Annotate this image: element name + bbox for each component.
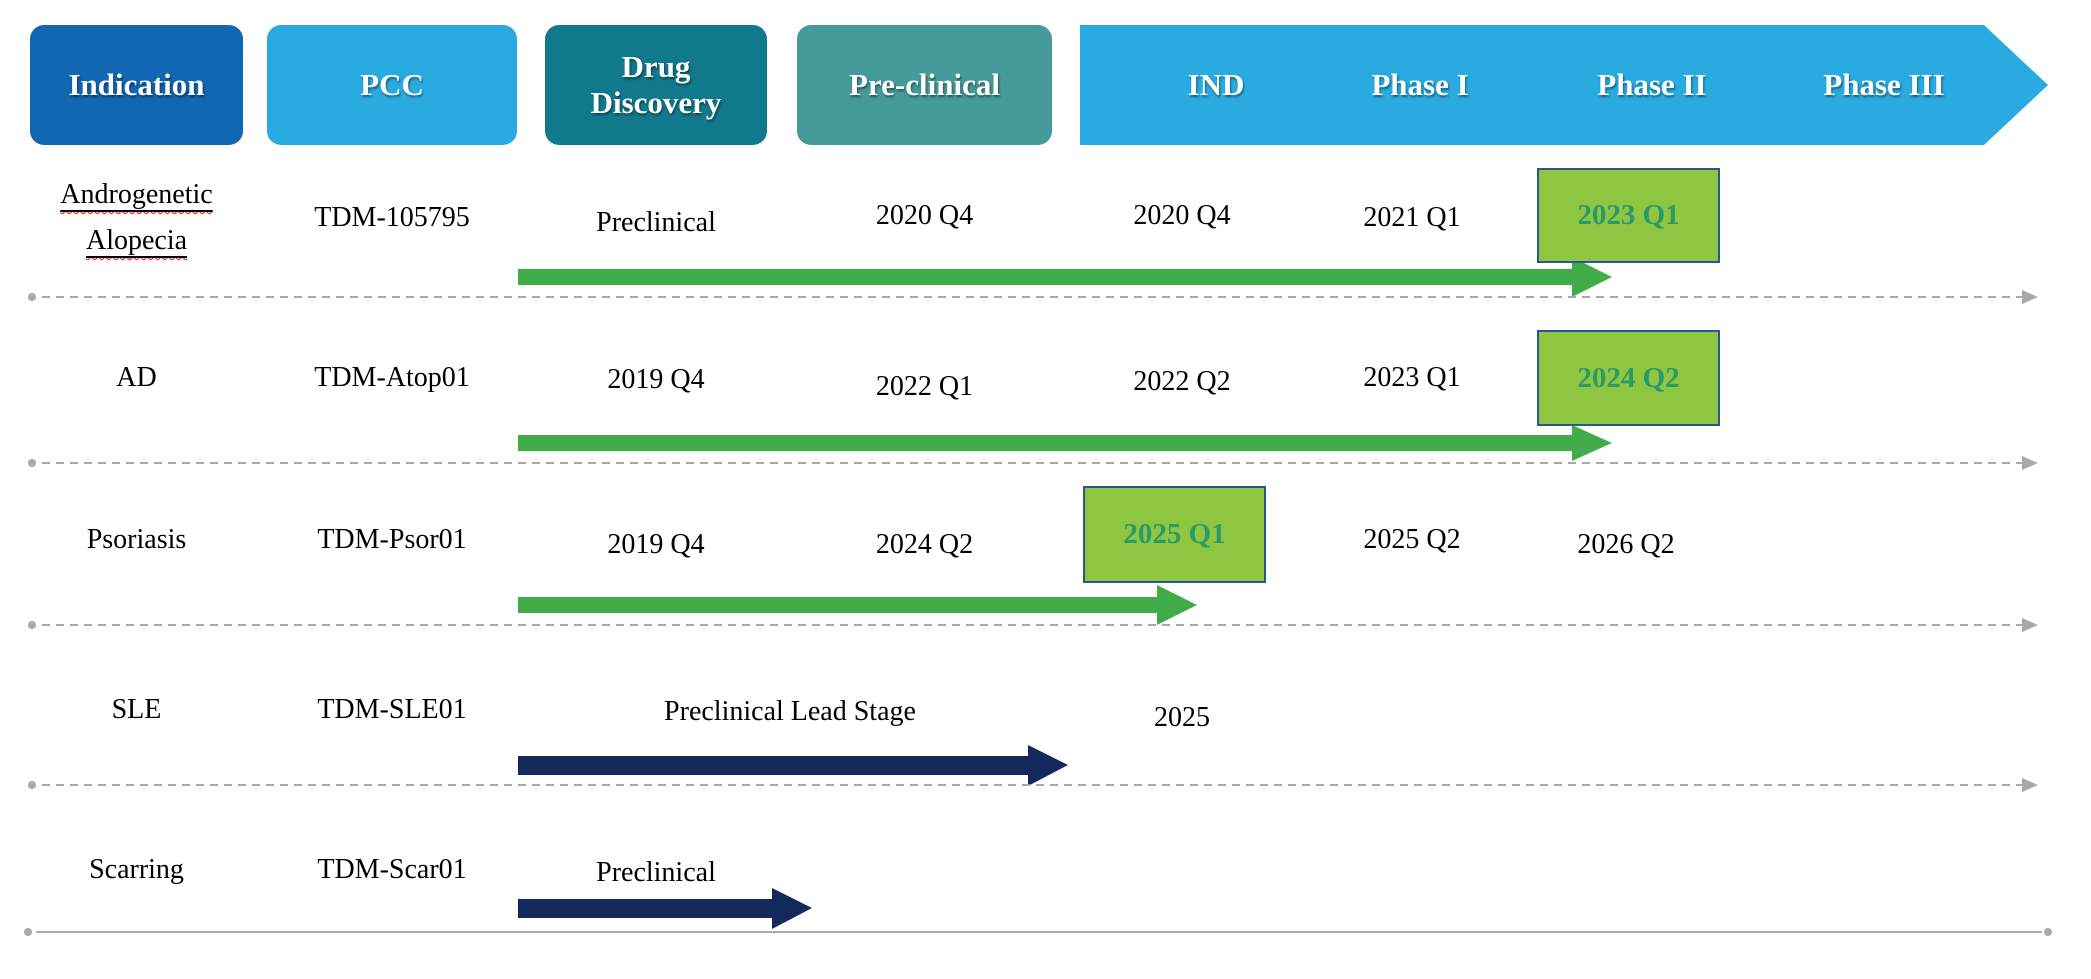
row2-pre-clinical: 2022 Q1 <box>875 371 974 402</box>
row1-indication-text: Androgenetic Alopecia <box>60 179 213 256</box>
row3-phase2: 2026 Q2 <box>1577 529 1675 560</box>
row1-pre-clinical: 2020 Q4 <box>875 200 974 231</box>
header-label-drug-discovery: Drug Discovery <box>590 49 722 120</box>
row3-pre-clinical: 2024 Q2 <box>875 529 974 560</box>
row2-phase2-highlight-box: 2024 Q2 <box>1537 330 1720 426</box>
header-box-pre-clinical: Pre-clinical <box>797 25 1052 145</box>
row3-indication: Psoriasis <box>86 524 187 555</box>
row2-indication: AD <box>116 362 157 393</box>
timeline-arrow-row4-head <box>1028 745 1068 786</box>
row4-separator-arrow <box>2022 778 2038 792</box>
row4-indication: SLE <box>111 694 162 725</box>
row2-ind: 2022 Q2 <box>1133 366 1231 397</box>
row2-pcc: TDM-Atop01 <box>314 362 470 393</box>
row2-drug-discovery: 2019 Q4 <box>607 364 705 395</box>
chevron-phase3 <box>1746 25 2048 145</box>
row1-phase2-highlight-box: 2023 Q1 <box>1537 168 1720 263</box>
row1-separator-dot <box>28 293 36 301</box>
row5-indication: Scarring <box>89 854 184 885</box>
row3-phase1: 2025 Q2 <box>1363 524 1461 555</box>
row2-phase1: 2023 Q1 <box>1363 362 1461 393</box>
row3-separator-dot <box>28 621 36 629</box>
timeline-arrow-row2-bar <box>518 435 1576 451</box>
row1-drug-discovery: Preclinical <box>596 207 716 238</box>
row1-pcc: TDM-105795 <box>314 202 470 233</box>
header-label-pcc: PCC <box>360 67 424 103</box>
header-box-indication: Indication <box>30 25 243 145</box>
row1-phase1: 2021 Q1 <box>1363 202 1461 233</box>
chevron-phase1 <box>1282 25 1584 145</box>
row3-drug-discovery: 2019 Q4 <box>607 529 705 560</box>
bottom-line-left-dot <box>24 928 32 936</box>
header-box-drug-discovery: Drug Discovery <box>545 25 767 145</box>
row3-pcc: TDM-Psor01 <box>317 524 467 555</box>
timeline-arrow-row3-bar <box>518 597 1159 613</box>
row4-stage-note: Preclinical Lead Stage <box>664 696 916 727</box>
timeline-arrow-row3-head <box>1157 585 1197 625</box>
row4-pcc: TDM-SLE01 <box>317 694 467 725</box>
row2-separator-arrow <box>2022 456 2038 470</box>
row1-separator-arrow <box>2022 290 2038 304</box>
row3-separator-arrow <box>2022 618 2038 632</box>
header-label-indication: Indication <box>68 67 205 103</box>
row1-ind: 2020 Q4 <box>1133 200 1231 231</box>
timeline-arrow-row4-bar <box>518 756 1030 775</box>
bottom-line-right-dot <box>2044 928 2052 936</box>
row5-drug-discovery: Preclinical <box>596 857 716 888</box>
row4-separator-dot <box>28 781 36 789</box>
row1-phase2-highlight-text: 2023 Q1 <box>1577 199 1680 231</box>
row1-indication: Androgenetic Alopecia <box>30 172 243 264</box>
spellcheck-underline: Androgenetic Alopecia <box>60 179 212 256</box>
row2-separator-dot <box>28 459 36 467</box>
header-label-pre-clinical: Pre-clinical <box>849 67 1000 103</box>
timeline-arrow-row1-head <box>1572 257 1612 297</box>
timeline-arrow-row5-bar <box>518 899 774 918</box>
timeline-arrow-row5-head <box>772 888 812 929</box>
row5-pcc: TDM-Scar01 <box>317 854 467 885</box>
row3-ind-highlight-box: 2025 Q1 <box>1083 486 1266 583</box>
row2-phase2-highlight-text: 2024 Q2 <box>1577 361 1680 394</box>
header-box-pcc: PCC <box>267 25 517 145</box>
chevron-ind <box>1080 25 1352 145</box>
row4-ind: 2025 <box>1154 702 1210 733</box>
timeline-arrow-row2-head <box>1572 425 1612 461</box>
row3-ind-highlight-text: 2025 Q1 <box>1123 518 1226 550</box>
chevron-phase2 <box>1514 25 1816 145</box>
timeline-arrow-row1-bar <box>518 269 1576 285</box>
